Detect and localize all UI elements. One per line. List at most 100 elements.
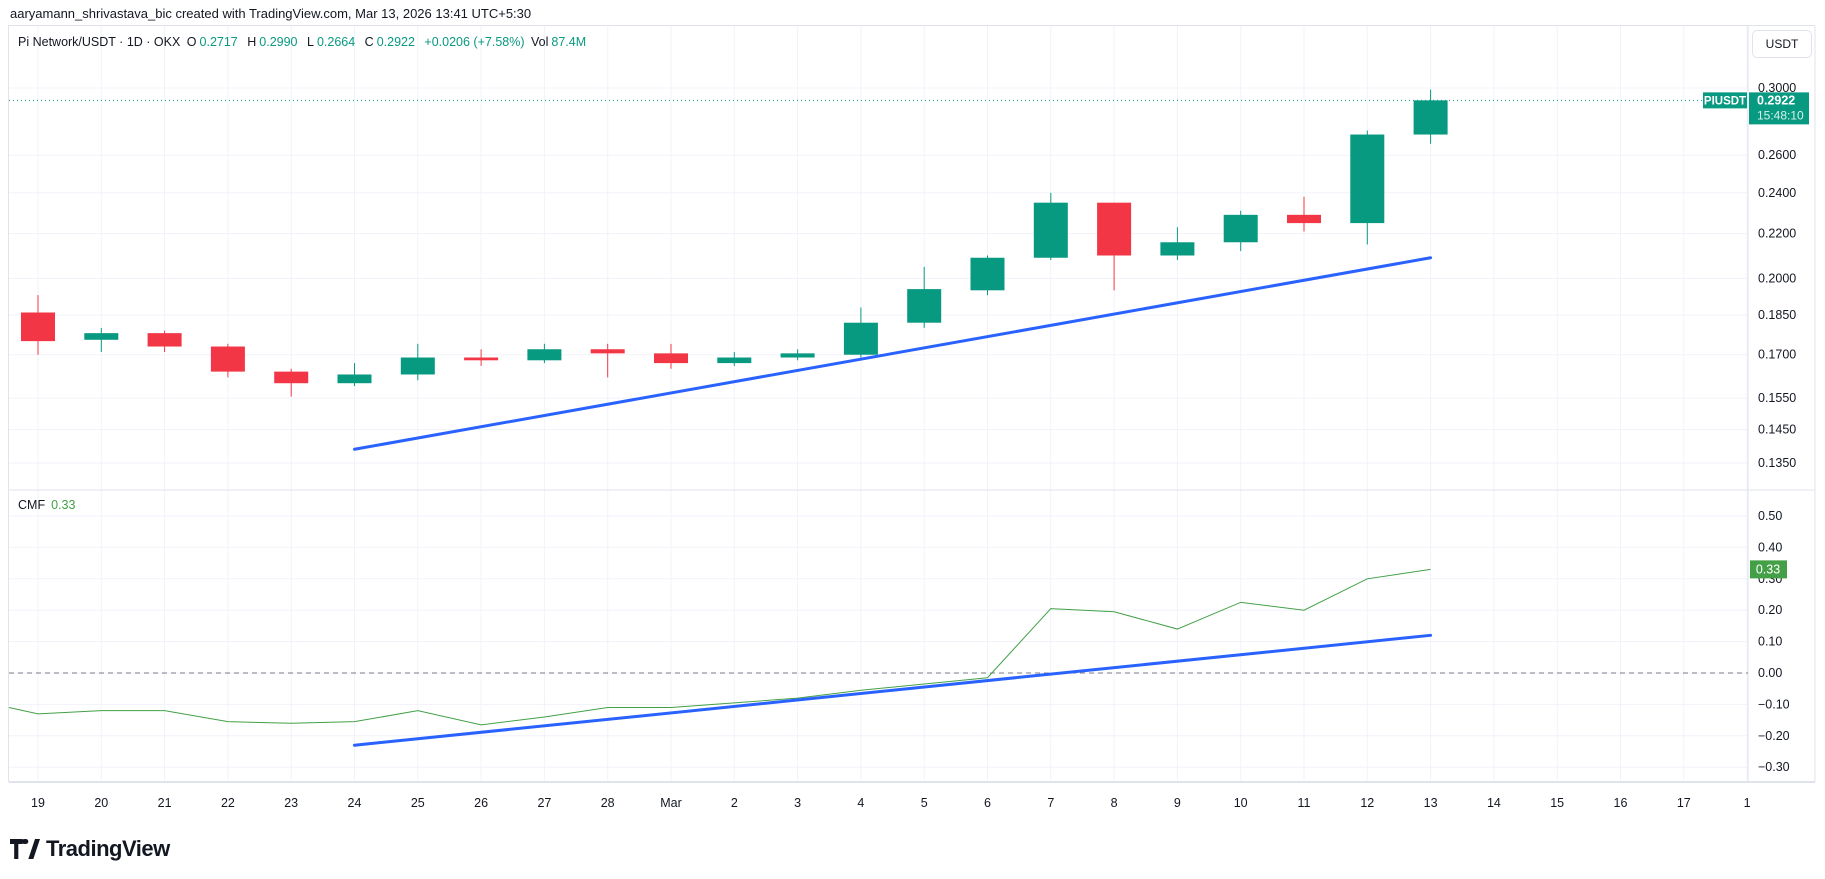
tradingview-logo-text: TradingView	[46, 836, 170, 861]
time-axis-label: 17	[1677, 796, 1691, 810]
time-axis-label: 16	[1614, 796, 1628, 810]
open-label: O 0.2717	[186, 35, 238, 49]
time-axis-label: 26	[474, 796, 488, 810]
cmf-axis-label: 0.40	[1758, 540, 1782, 554]
cmf-axis-label: 0.00	[1758, 666, 1782, 680]
chart-frame	[8, 25, 1815, 782]
time-axis-label: 4	[857, 796, 864, 810]
price-axis-label: 0.1850	[1758, 308, 1796, 322]
time-axis-label: 9	[1174, 796, 1181, 810]
high-label: H 0.2990	[247, 35, 298, 49]
candle-body	[1223, 214, 1258, 243]
price-axis-label: 0.2600	[1758, 148, 1796, 162]
price-trendline	[353, 256, 1433, 451]
candle	[1160, 227, 1195, 260]
time-axis-label: 24	[348, 796, 362, 810]
candle	[970, 255, 1005, 296]
price-axis-label: 0.3000	[1758, 81, 1796, 95]
candle-body	[717, 357, 752, 364]
symbol-tag	[1703, 92, 1747, 109]
currency-button[interactable]: USDT	[1752, 30, 1812, 58]
time-axis-label: 10	[1234, 796, 1248, 810]
chart-credit: aaryamann_shrivastava_bic created with T…	[10, 6, 532, 21]
candle-body	[1413, 100, 1448, 135]
price-tag	[1749, 92, 1809, 125]
candle	[527, 343, 562, 364]
time-axis-label: 7	[1047, 796, 1054, 810]
time-axis-label: 12	[1360, 796, 1374, 810]
low-label: L 0.2664	[307, 35, 356, 49]
symbol-title[interactable]: Pi Network/USDT · 1D · OKX	[18, 35, 181, 49]
time-axis-label: 15	[1550, 796, 1564, 810]
time-axis-label: 21	[158, 796, 172, 810]
candle	[654, 343, 688, 369]
candle-body	[1160, 242, 1195, 256]
close-label: C 0.2922	[364, 35, 415, 49]
tradingview-logo-icon	[10, 839, 40, 859]
cmf-legend[interactable]: CMF 0.33	[18, 498, 75, 512]
cmf-value-tag-text: 0.33	[1756, 562, 1780, 576]
time-axis-label: 23	[284, 796, 298, 810]
time-axis-label: Mar	[660, 796, 682, 810]
price-axis-label: 0.1450	[1758, 422, 1796, 436]
candle-body	[1350, 134, 1385, 224]
price-axis-label: 0.2400	[1758, 186, 1796, 200]
time-axis-label: 19	[31, 796, 45, 810]
candle	[590, 343, 625, 378]
time-axis-label: 28	[601, 796, 615, 810]
price-axis-label: 0.1350	[1758, 456, 1796, 470]
candle-body	[654, 353, 688, 364]
candle-body	[970, 257, 1005, 291]
candle-body	[464, 357, 499, 361]
time-axis-label: 13	[1424, 796, 1438, 810]
candle	[780, 349, 815, 361]
candle-body	[1033, 202, 1068, 258]
cmf-axis-label: 0.10	[1758, 635, 1782, 649]
cmf-line	[8, 568, 1431, 726]
candle-body	[147, 333, 182, 347]
candle	[21, 295, 55, 355]
volume-value: 87.4M	[551, 35, 587, 49]
candle-body	[1287, 214, 1321, 224]
candle-body	[843, 322, 878, 355]
tradingview-logo[interactable]: TradingView	[10, 836, 170, 862]
symbol-tag-text: PIUSDT	[1704, 95, 1746, 107]
candle-body	[780, 353, 815, 358]
candle	[464, 349, 499, 366]
candle	[1097, 202, 1132, 291]
candle-body	[527, 349, 562, 361]
cmf-label: CMF	[18, 498, 46, 512]
high-value: 0.2990	[259, 35, 298, 49]
time-axis-label: 14	[1487, 796, 1501, 810]
candle	[1287, 196, 1321, 232]
candle	[147, 330, 182, 352]
candle-body	[84, 333, 119, 340]
candle-body	[1097, 202, 1132, 256]
time-axis-label: 2	[731, 796, 738, 810]
time-axis-label: 20	[94, 796, 108, 810]
close-value: 0.2922	[376, 35, 415, 49]
volume-label: Vol 87.4M	[530, 35, 587, 49]
cmf-axis-label: 0.20	[1758, 603, 1782, 617]
time-axis-label: 5	[921, 796, 928, 810]
candle	[1413, 89, 1448, 144]
price-axis-label: 0.2000	[1758, 271, 1796, 285]
time-axis-label: 25	[411, 796, 425, 810]
cmf-trendline	[353, 633, 1433, 747]
time-axis-label: 6	[984, 796, 991, 810]
price-tag-value: 0.2922	[1757, 93, 1795, 107]
candle	[843, 307, 878, 358]
time-axis-label: 27	[537, 796, 551, 810]
candle	[1350, 130, 1385, 245]
candle	[337, 363, 372, 387]
candle	[907, 266, 942, 328]
time-axis-label: 22	[221, 796, 235, 810]
symbol-legend: Pi Network/USDT · 1D · OKX O 0.2717 H 0.29…	[18, 35, 592, 49]
cmf-value: 0.33	[51, 498, 76, 512]
cmf-axis-label: −0.30	[1758, 760, 1790, 774]
candle-body	[590, 349, 625, 354]
cmf-axis-label: −0.20	[1758, 729, 1790, 743]
change-value: +0.0206 (+7.58%)	[424, 35, 525, 49]
bar-countdown: 15:48:10	[1757, 108, 1804, 122]
